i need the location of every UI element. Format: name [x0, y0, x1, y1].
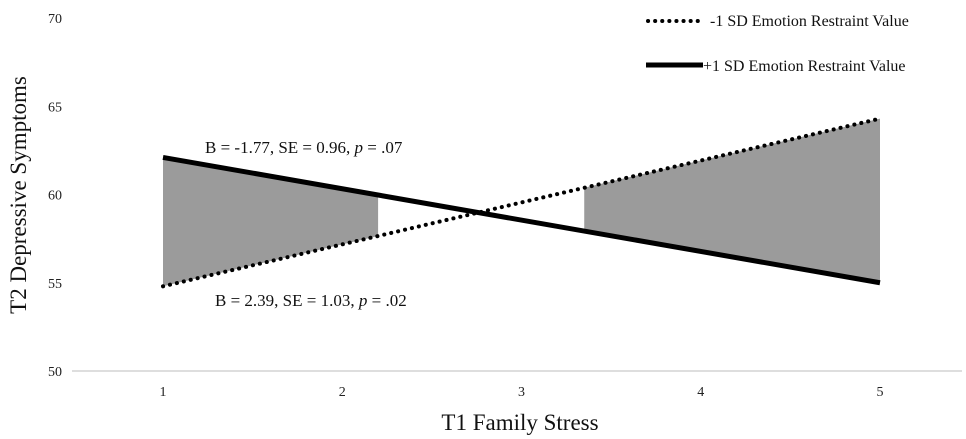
annotation-minus-sd-suffix: = .02: [367, 291, 406, 310]
annotation-plus-sd-p: p: [354, 138, 364, 157]
x-tick-label: 1: [160, 385, 167, 400]
y-tick-label: 55: [48, 277, 62, 292]
x-tick-label: 3: [518, 385, 525, 400]
x-axis-title: T1 Family Stress: [441, 410, 598, 435]
y-axis-title: T2 Depressive Symptoms: [6, 76, 31, 314]
y-tick-label: 65: [48, 100, 62, 115]
series-line-minus-sd: [161, 116, 882, 289]
shaded-region-1: [163, 157, 379, 287]
annotation-minus-sd-p: p: [358, 291, 368, 310]
x-tick-label: 2: [339, 385, 346, 400]
y-tick-labels: 50 55 60 65 70: [48, 12, 62, 380]
y-tick-label: 50: [48, 365, 62, 380]
legend: -1 SD Emotion Restraint Value +1 SD Emot…: [646, 13, 909, 75]
x-tick-labels: 1 2 3 4 5: [160, 385, 884, 400]
annotation-minus-sd-prefix: B = 2.39, SE = 1.03,: [215, 291, 359, 310]
x-tick-label: 4: [697, 385, 704, 400]
legend-label-minus-sd: -1 SD Emotion Restraint Value: [710, 13, 909, 30]
series-lines: [161, 116, 882, 289]
series-line-plus-sd: [162, 154, 881, 286]
y-tick-label: 70: [48, 12, 62, 27]
annotation-plus-sd-suffix: = .07: [363, 138, 403, 157]
annotation-plus-sd-prefix: B = -1.77, SE = 0.96,: [205, 138, 355, 157]
annotation-minus-sd: B = 2.39, SE = 1.03, p = .02: [215, 291, 407, 310]
x-tick-label: 5: [877, 385, 884, 400]
y-tick-label: 60: [48, 189, 62, 204]
legend-label-plus-sd: +1 SD Emotion Restraint Value: [703, 58, 906, 75]
annotation-plus-sd: B = -1.77, SE = 0.96, p = .07: [205, 138, 403, 157]
